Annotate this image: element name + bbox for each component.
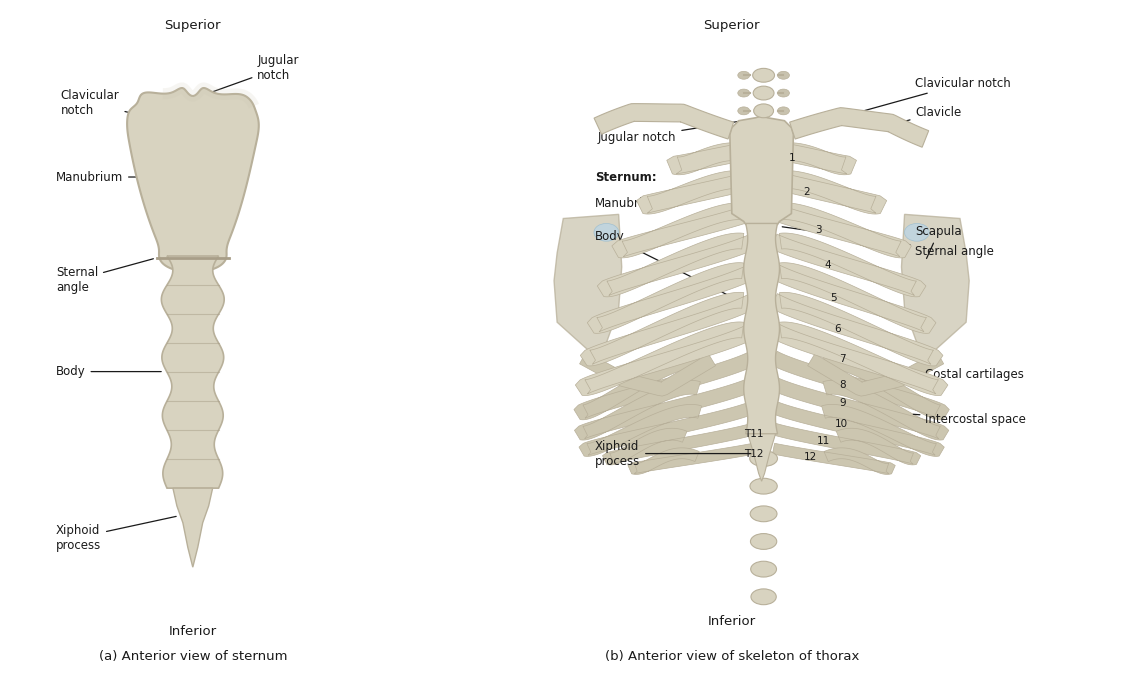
Ellipse shape (751, 561, 777, 577)
Text: Superior: Superior (704, 20, 760, 33)
Ellipse shape (749, 451, 777, 466)
Polygon shape (770, 292, 943, 366)
Text: Scapula: Scapula (916, 225, 963, 258)
Polygon shape (587, 262, 758, 334)
Ellipse shape (751, 589, 776, 605)
Text: 10: 10 (834, 419, 848, 429)
Polygon shape (771, 171, 887, 214)
Text: Inferior: Inferior (168, 625, 217, 638)
Text: T12: T12 (744, 449, 763, 458)
Ellipse shape (751, 534, 777, 549)
Polygon shape (574, 351, 758, 420)
Text: Xiphoid
process: Xiphoid process (56, 517, 176, 551)
Text: 1: 1 (788, 153, 795, 163)
Polygon shape (770, 203, 911, 258)
Text: Sternum:: Sternum: (595, 170, 657, 184)
Polygon shape (770, 377, 949, 440)
Text: 4: 4 (824, 260, 831, 270)
Ellipse shape (904, 224, 929, 241)
Polygon shape (594, 104, 733, 139)
Ellipse shape (753, 86, 774, 100)
Polygon shape (790, 108, 928, 147)
Polygon shape (636, 171, 756, 214)
Ellipse shape (753, 68, 775, 82)
Polygon shape (628, 443, 755, 475)
Text: Clavicular
notch: Clavicular notch (61, 89, 127, 117)
Polygon shape (772, 443, 895, 475)
Text: 11: 11 (817, 436, 830, 445)
Polygon shape (744, 224, 779, 434)
Text: Sternal angle: Sternal angle (783, 226, 995, 258)
Text: Costal cartilages: Costal cartilages (911, 368, 1025, 387)
Polygon shape (667, 142, 755, 175)
Polygon shape (580, 352, 715, 396)
Polygon shape (770, 322, 948, 395)
Text: (b) Anterior view of skeleton of thorax: (b) Anterior view of skeleton of thorax (605, 650, 860, 662)
Ellipse shape (749, 478, 777, 494)
Text: Intercostal space: Intercostal space (913, 412, 1027, 426)
Text: Inferior: Inferior (708, 615, 756, 628)
Polygon shape (554, 214, 622, 350)
Text: 5: 5 (830, 293, 837, 303)
Text: Manubrium: Manubrium (56, 170, 162, 184)
Text: 8: 8 (840, 380, 846, 390)
Polygon shape (162, 256, 225, 488)
Polygon shape (772, 142, 856, 175)
Text: Body: Body (56, 365, 162, 378)
Text: 7: 7 (839, 354, 846, 364)
Polygon shape (770, 233, 926, 297)
Polygon shape (808, 352, 943, 396)
Polygon shape (580, 292, 758, 366)
Ellipse shape (594, 224, 619, 241)
Text: Clavicle: Clavicle (894, 106, 961, 124)
Polygon shape (772, 423, 920, 465)
Text: (a) Anterior view of sternum: (a) Anterior view of sternum (99, 650, 286, 662)
Text: Jugular notch: Jugular notch (598, 118, 759, 144)
Polygon shape (612, 203, 756, 258)
Text: 2: 2 (803, 187, 809, 197)
Ellipse shape (777, 71, 790, 79)
Text: 9: 9 (840, 398, 846, 408)
Text: Manubrium: Manubrium (595, 178, 740, 210)
Ellipse shape (751, 506, 777, 522)
Polygon shape (902, 214, 970, 350)
Text: 3: 3 (815, 225, 822, 235)
Ellipse shape (738, 71, 749, 79)
Text: T11: T11 (744, 428, 763, 439)
Polygon shape (173, 488, 213, 567)
Text: Clavicular notch: Clavicular notch (795, 77, 1011, 130)
Ellipse shape (738, 107, 749, 115)
Ellipse shape (777, 89, 790, 97)
Ellipse shape (738, 89, 749, 97)
Polygon shape (770, 262, 936, 334)
Polygon shape (747, 434, 776, 481)
Text: Superior: Superior (165, 20, 221, 33)
Polygon shape (771, 401, 944, 456)
Polygon shape (574, 377, 756, 440)
Text: 6: 6 (834, 324, 841, 334)
Text: Body: Body (595, 230, 740, 301)
Text: Jugular
notch: Jugular notch (203, 54, 299, 95)
Text: Xiphoid
process: Xiphoid process (595, 439, 751, 468)
Polygon shape (770, 351, 949, 420)
Polygon shape (597, 233, 758, 297)
Ellipse shape (754, 104, 774, 118)
Polygon shape (579, 401, 756, 456)
Text: Sternal
angle: Sternal angle (56, 259, 154, 294)
Text: 12: 12 (804, 452, 817, 462)
Polygon shape (603, 423, 755, 465)
Polygon shape (575, 322, 758, 395)
Polygon shape (730, 116, 793, 224)
Polygon shape (127, 88, 259, 272)
Ellipse shape (777, 107, 790, 115)
